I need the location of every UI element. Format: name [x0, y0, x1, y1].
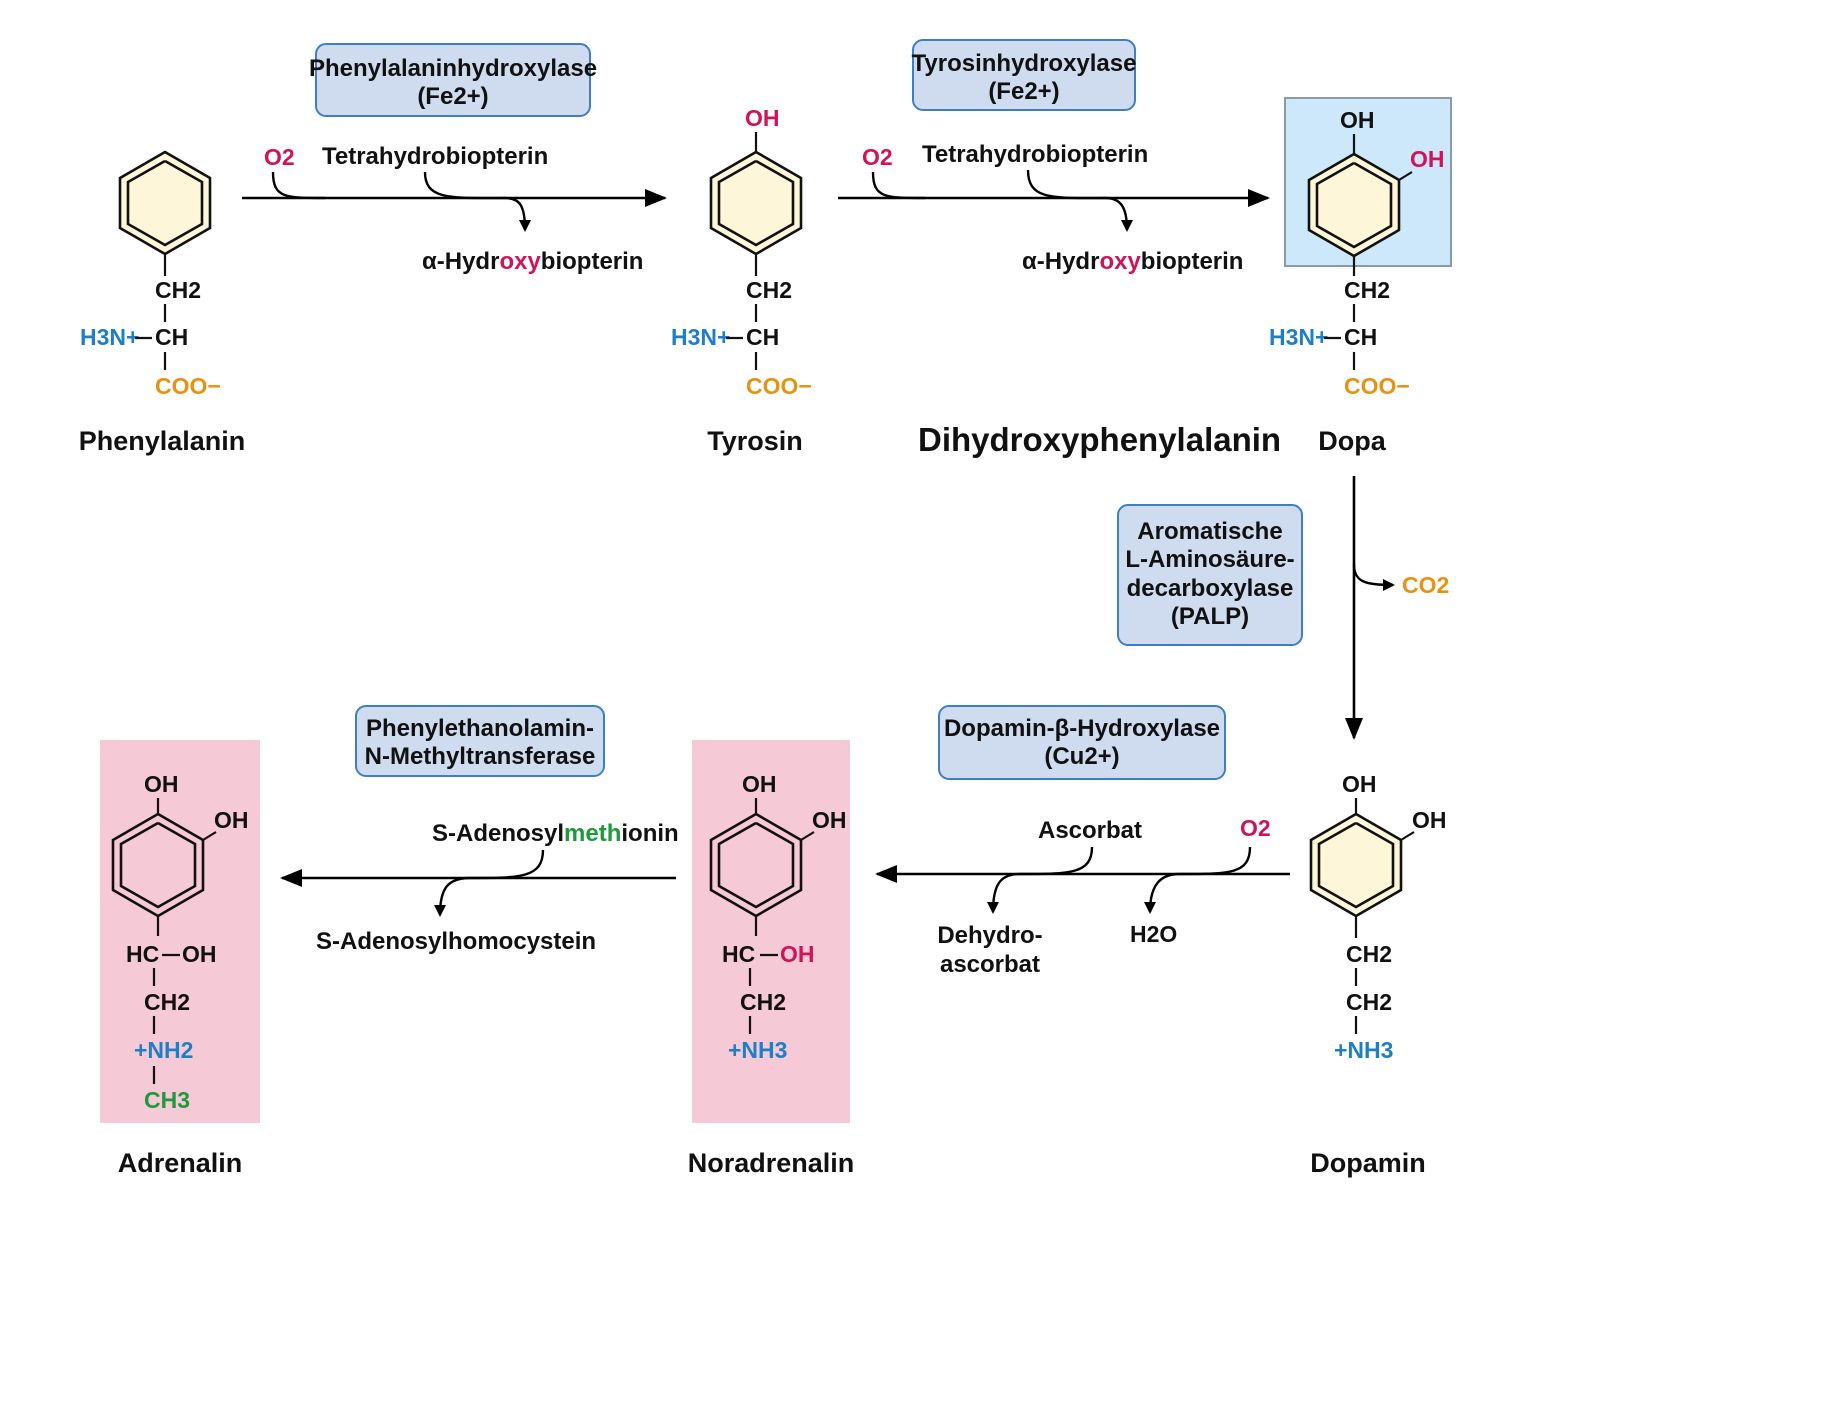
- ascorbat-curve: [987, 846, 1094, 914]
- enzyme-th-name: Tyrosinhydroxylase: [912, 50, 1137, 77]
- sah-label: S-Adenosylhomocystein: [316, 928, 596, 955]
- tyrosin-label: Tyrosin: [707, 426, 803, 456]
- ch-group: CH: [1344, 324, 1377, 350]
- enzyme-dbh-cofactor: (Cu2+): [1044, 743, 1119, 770]
- enzyme-th-cofactor: (Fe2+): [988, 78, 1059, 105]
- dopa-structure: OH OH CH2 H3N+ CH COO− Dihydroxyphenylal…: [918, 107, 1445, 458]
- o2-curve-1: [271, 171, 326, 200]
- ch2-group: CH2: [1344, 277, 1390, 303]
- enzyme-dbh: Dopamin-β-Hydroxylase (Cu2+): [938, 705, 1226, 780]
- sam-curve: [434, 849, 545, 917]
- reaction-dopa-dopamin: CO2: [1345, 476, 1449, 740]
- biopterin-curve-2: [1026, 169, 1133, 232]
- enzyme-aadc: Aromatische L-Aminosäure- decarboxylase …: [1117, 504, 1303, 646]
- ch2-group: CH2: [740, 989, 786, 1015]
- ch-group: CH: [746, 324, 779, 350]
- enzyme-aadc-line3: decarboxylase: [1127, 575, 1294, 602]
- reaction-tyr-dopa: O2 Tetrahydrobiopterin α-Hydroxybiopteri…: [838, 141, 1270, 275]
- hydroxyl-group-1: OH: [742, 771, 777, 797]
- enzyme-dbh-name: Dopamin-β-Hydroxylase: [944, 715, 1220, 742]
- ch2-group-2: CH2: [1346, 989, 1392, 1015]
- tetrahydrobiopterin-2: Tetrahydrobiopterin: [922, 141, 1148, 168]
- ch2-group: CH2: [144, 989, 190, 1015]
- enzyme-pnmt-line1: Phenylethanolamin-: [366, 715, 594, 742]
- phenylalanin-label: Phenylalanin: [79, 426, 246, 456]
- ch2-group: CH2: [155, 277, 201, 303]
- benzene-ring: [709, 150, 803, 256]
- o2-curve-2: [871, 171, 926, 200]
- tetrahydrobiopterin-1: Tetrahydrobiopterin: [322, 143, 548, 170]
- o2-label-2: O2: [862, 144, 893, 170]
- methylammonium-group: +NH2: [134, 1037, 193, 1063]
- methyl-group: CH3: [144, 1087, 190, 1113]
- hydroxyl-group: OH: [745, 105, 780, 131]
- hydroxyl-group-2: OH: [1412, 807, 1447, 833]
- hydroxybiopterin-1: α-Hydroxybiopterin: [422, 248, 643, 275]
- enzyme-aadc-line4: (PALP): [1171, 603, 1249, 630]
- benzene-ring: [1309, 812, 1403, 918]
- dihydroxyphenylalanin-label: Dihydroxyphenylalanin: [918, 421, 1281, 458]
- amino-group: H3N+: [80, 324, 139, 350]
- amino-group: H3N+: [1269, 324, 1328, 350]
- o2-label-3: O2: [1240, 815, 1271, 841]
- enzyme-th: Tyrosinhydroxylase (Fe2+): [912, 39, 1137, 111]
- ch-group: CH: [155, 324, 188, 350]
- adrenalin-highlight: [100, 740, 260, 1123]
- noradrenalin-label: Noradrenalin: [688, 1148, 855, 1178]
- co2-curve: [1352, 563, 1395, 591]
- hc-group: HC: [126, 941, 159, 967]
- ch2-group: CH2: [746, 277, 792, 303]
- enzyme-aadc-line2: L-Aminosäure-: [1125, 546, 1294, 573]
- ammonium-group: +NH3: [728, 1037, 787, 1063]
- dopa-label: Dopa: [1318, 426, 1386, 456]
- noradrenalin-highlight: [692, 740, 850, 1123]
- reaction-noradrenalin-adrenalin: S-Adenosylmethionin S-Adenosylhomocystei…: [280, 820, 679, 955]
- noradrenalin-structure: OH OH HC OH CH2 +NH3 Noradrenalin: [688, 771, 855, 1178]
- adrenalin-label: Adrenalin: [118, 1148, 243, 1178]
- dopamin-structure: OH OH CH2 CH2 +NH3 Dopamin: [1309, 771, 1447, 1178]
- hydroxyl-group-3: OH: [182, 941, 217, 967]
- hydroxyl-group-2: OH: [1410, 146, 1445, 172]
- enzyme-aadc-line1: Aromatische: [1137, 518, 1282, 545]
- benzene-ring: [118, 150, 212, 256]
- hydroxyl-group-3: OH: [780, 941, 815, 967]
- o2-label-1: O2: [264, 144, 295, 170]
- phenylalanin-structure: CH2 H3N+ CH COO− Phenylalanin: [79, 150, 246, 456]
- carboxylate-group: COO−: [746, 373, 812, 399]
- reaction-dopamin-noradrenalin: O2 H2O Ascorbat Dehydro- ascorbat: [875, 815, 1290, 978]
- hydroxyl-group-1: OH: [1342, 771, 1377, 797]
- hc-group: HC: [722, 941, 755, 967]
- ch2-group-1: CH2: [1346, 941, 1392, 967]
- co2-label: CO2: [1402, 572, 1449, 598]
- enzyme-pah-name: Phenylalaninhydroxylase: [309, 55, 597, 82]
- o2-curve-3: [1144, 846, 1252, 914]
- hydroxyl-group-1: OH: [144, 771, 179, 797]
- sam-label: S-Adenosylmethionin: [432, 820, 679, 847]
- dehydroascorbat-line2: ascorbat: [940, 951, 1040, 978]
- dehydroascorbat-line1: Dehydro-: [937, 922, 1042, 949]
- tyrosin-structure: OH CH2 H3N+ CH COO− Tyrosin: [671, 105, 812, 456]
- ammonium-group: +NH3: [1334, 1037, 1393, 1063]
- amino-group: H3N+: [671, 324, 730, 350]
- carboxylate-group: COO−: [155, 373, 221, 399]
- hydroxybiopterin-2: α-Hydroxybiopterin: [1022, 248, 1243, 275]
- hydroxyl-group-2: OH: [214, 807, 249, 833]
- carboxylate-group: COO−: [1344, 373, 1410, 399]
- adrenalin-structure: OH OH HC OH CH2 +NH2 CH3 Adrenalin: [111, 771, 249, 1178]
- hydroxyl-group-2: OH: [812, 807, 847, 833]
- hydroxyl-group-1: OH: [1340, 107, 1375, 133]
- biopterin-curve-1: [423, 171, 531, 232]
- h2o-label: H2O: [1130, 921, 1177, 947]
- enzyme-pah-cofactor: (Fe2+): [417, 83, 488, 110]
- enzyme-pnmt: Phenylethanolamin- N-Methyltransferase: [355, 705, 605, 777]
- enzyme-pah: Phenylalaninhydroxylase (Fe2+): [309, 43, 597, 117]
- ascorbat-label: Ascorbat: [1038, 817, 1142, 844]
- reaction-phe-tyr: O2 Tetrahydrobiopterin α-Hydroxybiopteri…: [242, 143, 667, 275]
- dopamin-label: Dopamin: [1310, 1148, 1426, 1178]
- enzyme-pnmt-line2: N-Methyltransferase: [365, 743, 596, 770]
